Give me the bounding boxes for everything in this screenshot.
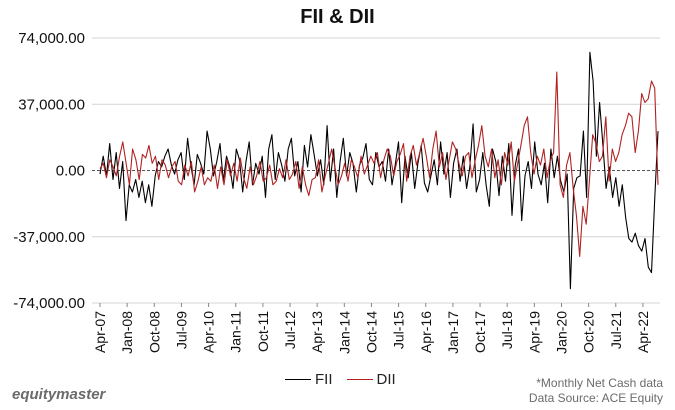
y-tick-labels: 74,000.00 37,000.00 0.00 -37,000.00 -74,000.… (13, 30, 85, 312)
x-tick-label: Apr-13 (309, 311, 325, 353)
chart-title: FII & DII (300, 6, 375, 28)
footnote-line-2: Data Source: ACE Equity (528, 391, 663, 405)
brand-logo: equitymaster (12, 386, 106, 403)
y-tick-label: -37,000.00 (13, 229, 85, 246)
chart-plot: 74,000.00 37,000.00 0.00 -37,000.00 -74,000.… (13, 30, 660, 354)
legend-item-dii: DII (346, 371, 396, 388)
x-tick-label: Apr-22 (635, 311, 651, 353)
x-tick-labels: Apr-07 Jan-08 Oct-08 Jul-09 Apr-10 Jan-11 Oct-… (92, 303, 651, 354)
grid-lines (92, 37, 660, 304)
legend: FII DII (285, 371, 396, 388)
x-tick-label: Jul-15 (391, 311, 407, 349)
legend-label-dii: DII (376, 371, 396, 388)
x-tick-label: Jul-09 (173, 311, 189, 349)
legend-swatch-fii (285, 379, 311, 380)
x-tick-label: Jan-17 (445, 311, 461, 354)
series-lines (99, 51, 659, 290)
y-tick-label: 74,000.00 (18, 30, 85, 47)
x-tick-label: Apr-16 (418, 311, 434, 353)
x-tick-label: Jan-11 (228, 311, 244, 353)
x-tick-label: Apr-19 (526, 311, 542, 353)
x-tick-label: Jan-14 (336, 311, 352, 354)
y-tick-label: 0.00 (56, 163, 85, 180)
legend-item-fii: FII (285, 371, 333, 388)
legend-label-fii: FII (315, 371, 333, 388)
x-tick-label: Apr-07 (92, 311, 108, 353)
legend-swatch-dii (346, 379, 373, 380)
x-tick-label: Oct-20 (581, 311, 597, 353)
x-tick-label: Jul-12 (282, 311, 298, 349)
footnote: *Monthly Net Cash data Data Source: ACE … (529, 376, 663, 406)
y-tick-label: 37,000.00 (18, 96, 85, 113)
x-tick-label: Jan-08 (119, 311, 135, 354)
x-tick-label: Oct-14 (363, 311, 379, 353)
footnote-line-1: *Monthly Net Cash data (536, 376, 663, 390)
y-tick-label: -74,000.00 (13, 295, 85, 312)
x-tick-label: Oct-11 (255, 311, 271, 352)
x-tick-label: Apr-10 (201, 311, 217, 353)
x-tick-label: Oct-17 (472, 311, 488, 353)
x-tick-label: Jul-21 (608, 311, 624, 349)
x-tick-label: Oct-08 (146, 311, 162, 353)
series-line-dii (99, 71, 659, 257)
x-tick-label: Jan-20 (553, 311, 569, 354)
x-tick-label: Jul-18 (499, 311, 515, 349)
